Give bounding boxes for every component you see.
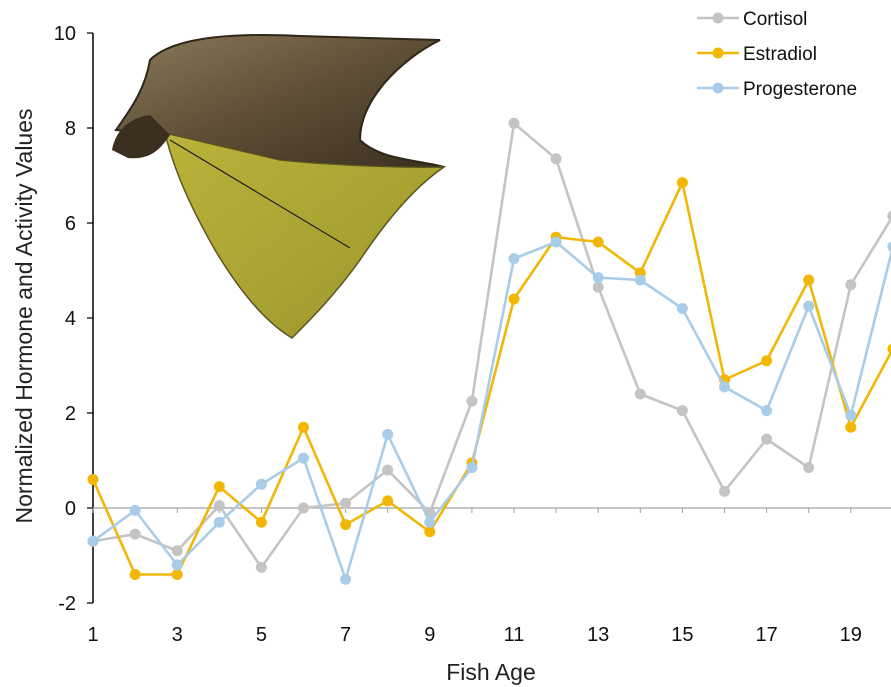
legend-swatch-marker (712, 12, 724, 24)
data-point (508, 253, 520, 265)
legend: Cortisol Estradiol Progesterone (697, 9, 857, 100)
y-tick-label: 2 (65, 403, 76, 425)
data-point (845, 409, 857, 421)
y-tick-label: 10 (54, 23, 76, 45)
data-point (803, 462, 815, 474)
data-point (550, 236, 562, 248)
x-tick-label: 3 (172, 624, 183, 646)
data-point (213, 516, 225, 528)
data-point (761, 433, 773, 445)
x-tick-label: 19 (840, 624, 862, 646)
series-estradiol (87, 177, 891, 580)
data-point (508, 117, 520, 129)
data-point (845, 279, 857, 291)
legend-swatch-marker (712, 82, 724, 94)
x-tick-label: 13 (587, 624, 609, 646)
y-tick-label: 0 (65, 498, 76, 520)
data-point (382, 428, 394, 440)
y-tick-label: 6 (65, 213, 76, 235)
data-point (803, 274, 815, 286)
data-point (466, 462, 478, 474)
legend-label: Estradiol (743, 44, 817, 65)
x-tick-label: 17 (755, 624, 777, 646)
legend-swatch-marker (712, 47, 724, 59)
data-point (634, 274, 646, 286)
data-point (887, 241, 891, 252)
data-point (255, 561, 267, 573)
y-tick-label: -2 (58, 593, 76, 615)
data-point (340, 573, 352, 585)
fin-ray-photo-icon (112, 34, 447, 339)
y-tick-label: 8 (65, 118, 76, 140)
data-point (803, 300, 815, 312)
data-point (298, 421, 309, 433)
data-point (676, 303, 688, 314)
data-point (592, 281, 604, 293)
series-layer (87, 117, 891, 585)
series-progesterone (87, 236, 891, 585)
data-point (340, 519, 352, 531)
data-point (129, 528, 141, 540)
x-tick-label: 5 (256, 624, 267, 646)
x-tick-label: 15 (671, 624, 693, 646)
data-point (171, 569, 183, 580)
data-point (887, 343, 891, 355)
y-axis-title: Normalized Hormone and Activity Values (11, 108, 37, 523)
data-point (171, 559, 183, 571)
data-point (592, 236, 604, 248)
data-point (298, 502, 309, 514)
data-point (298, 452, 309, 464)
data-point (887, 210, 891, 222)
data-point (255, 478, 267, 490)
data-point (508, 293, 520, 305)
data-point (719, 381, 730, 393)
data-point (719, 485, 730, 497)
series-cortisol (87, 117, 891, 573)
data-point (340, 497, 352, 509)
data-point (129, 569, 141, 580)
data-point (676, 177, 688, 189)
data-point (424, 516, 436, 528)
data-point (213, 500, 225, 512)
data-point (213, 481, 225, 493)
x-tick-label: 9 (424, 624, 435, 646)
data-point (171, 545, 183, 557)
data-point (845, 421, 857, 433)
data-point (466, 395, 478, 407)
data-point (382, 495, 394, 507)
legend-label: Cortisol (743, 9, 807, 30)
data-point (424, 526, 436, 538)
data-point (634, 388, 646, 400)
data-point (382, 464, 394, 476)
legend-item: Cortisol (697, 9, 807, 30)
data-point (255, 516, 267, 528)
y-tick-label: 4 (65, 308, 76, 330)
legend-item: Progesterone (697, 79, 857, 100)
legend-item: Estradiol (697, 44, 817, 65)
x-axis-title: Fish Age (446, 659, 536, 685)
x-tick-label: 11 (504, 624, 525, 646)
x-tick-label: 1 (87, 624, 98, 646)
data-point (676, 405, 688, 417)
data-point (87, 535, 99, 547)
data-point (550, 153, 562, 165)
data-point (129, 504, 141, 516)
data-point (761, 355, 773, 367)
x-tick-label: 7 (340, 624, 351, 646)
data-point (87, 474, 99, 485)
legend-label: Progesterone (743, 79, 857, 100)
data-point (592, 272, 604, 284)
data-point (761, 405, 773, 417)
